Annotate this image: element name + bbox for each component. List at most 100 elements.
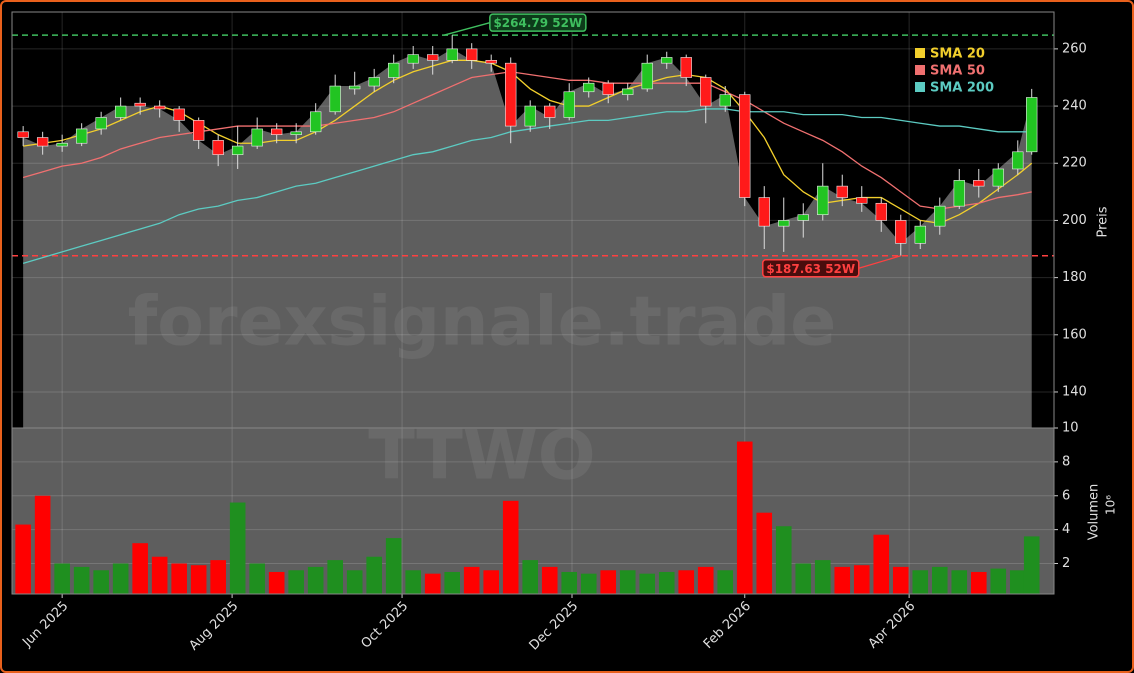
volume-bar [775, 526, 792, 594]
volume-bar [346, 570, 363, 594]
candle-body [114, 105, 127, 118]
volume-axis-label: Volumen [1087, 484, 1102, 541]
volume-tick-label: 6 [1062, 488, 1070, 503]
candle-body [232, 145, 244, 155]
legend-swatch [915, 82, 925, 92]
volume-bar [132, 543, 148, 594]
volume-bar [561, 571, 578, 594]
legend-swatch [915, 65, 925, 75]
volume-bar [912, 570, 929, 594]
candle-body [778, 220, 790, 227]
y-tick-label: 160 [1062, 327, 1087, 342]
volume-bar [229, 502, 246, 594]
volume-bar [697, 566, 714, 594]
candle-body [602, 82, 614, 95]
volume-scale: 10⁶ [1104, 495, 1118, 515]
candle-body [934, 205, 946, 227]
volume-bar [639, 573, 656, 594]
y-tick-label: 240 [1062, 99, 1087, 114]
candle-body [134, 102, 146, 107]
volume-bar [366, 556, 382, 594]
legend-label: SMA 20 [930, 47, 985, 62]
candle-body [895, 220, 907, 244]
volume-bar [580, 573, 597, 594]
volume-bar [736, 441, 753, 594]
candle-body [583, 82, 595, 93]
candle-body [427, 54, 439, 61]
volume-bar [619, 570, 636, 594]
candle-body [271, 128, 283, 135]
volume-bar [502, 500, 519, 594]
candle-body [524, 105, 536, 127]
sma-line [22, 71, 1032, 210]
candle-body [1012, 151, 1024, 170]
candle-body [446, 48, 458, 61]
x-tick-label: Oct 2025 [359, 599, 412, 652]
volume-bar [1023, 536, 1040, 594]
candle-body [173, 108, 185, 121]
candle-body [914, 225, 926, 244]
legend-swatch [915, 48, 925, 58]
volume-bar [970, 571, 987, 594]
volume-bar [444, 571, 461, 594]
volume-bar [307, 566, 324, 594]
volume-bar [210, 560, 226, 594]
volume-bar [483, 570, 500, 594]
sma-line [23, 59, 1033, 224]
candle-body [153, 105, 166, 110]
candle-body [563, 91, 575, 118]
volume-bar [249, 563, 265, 594]
x-tick-label: Apr 2026 [866, 599, 919, 652]
annotation-box [489, 13, 587, 32]
volume-bar [834, 566, 851, 594]
volume-bar [288, 570, 304, 594]
candle-body [700, 77, 712, 107]
volume-bar [658, 571, 675, 594]
candle-body [95, 117, 107, 130]
volume-bar [327, 560, 343, 594]
candle-body [466, 48, 478, 61]
y-tick-label: 180 [1062, 270, 1087, 285]
candle-body [992, 168, 1004, 187]
volume-bar [424, 573, 441, 594]
x-tick-label: Jun 2025 [19, 599, 71, 651]
candle-body [349, 85, 361, 90]
watermark-symbol: TTWO [368, 417, 595, 496]
volume-bar [405, 570, 421, 594]
watermark: forexsignale.trade [128, 283, 837, 362]
volume-frame [11, 427, 1055, 595]
candle-body [485, 60, 497, 64]
volume-bar [678, 570, 695, 594]
candle-body [797, 214, 809, 221]
volume-bar [112, 563, 129, 594]
candle-body [622, 88, 634, 95]
volume-tick-label: 10 [1062, 421, 1079, 436]
candle-body [680, 57, 692, 78]
volume-bar [892, 566, 909, 594]
candle-body [36, 137, 49, 147]
volume-bar [600, 570, 617, 594]
volume-bar [190, 565, 207, 594]
candle-body [17, 131, 29, 138]
candle-body [719, 94, 731, 107]
candle-body [75, 128, 88, 144]
volume-bar [931, 566, 948, 594]
candle-body [739, 94, 751, 198]
volume-tick-label: 2 [1062, 556, 1070, 571]
volume-bar [54, 563, 70, 594]
volume-bar [522, 560, 539, 594]
volume-bar [268, 571, 285, 594]
volume-bar [463, 566, 480, 594]
candle-body [953, 180, 965, 207]
volume-tick-label: 4 [1062, 522, 1070, 537]
volume-bar [873, 534, 890, 594]
volume-bar [171, 563, 187, 594]
volume-bar [15, 524, 31, 594]
volume-bar [34, 495, 51, 594]
candle-body [836, 185, 848, 198]
candle-body [290, 131, 302, 135]
legend-label: SMA 50 [930, 64, 985, 79]
candle-body [56, 142, 68, 147]
volume-bar [756, 512, 773, 594]
y-tick-label: 260 [1062, 41, 1087, 56]
